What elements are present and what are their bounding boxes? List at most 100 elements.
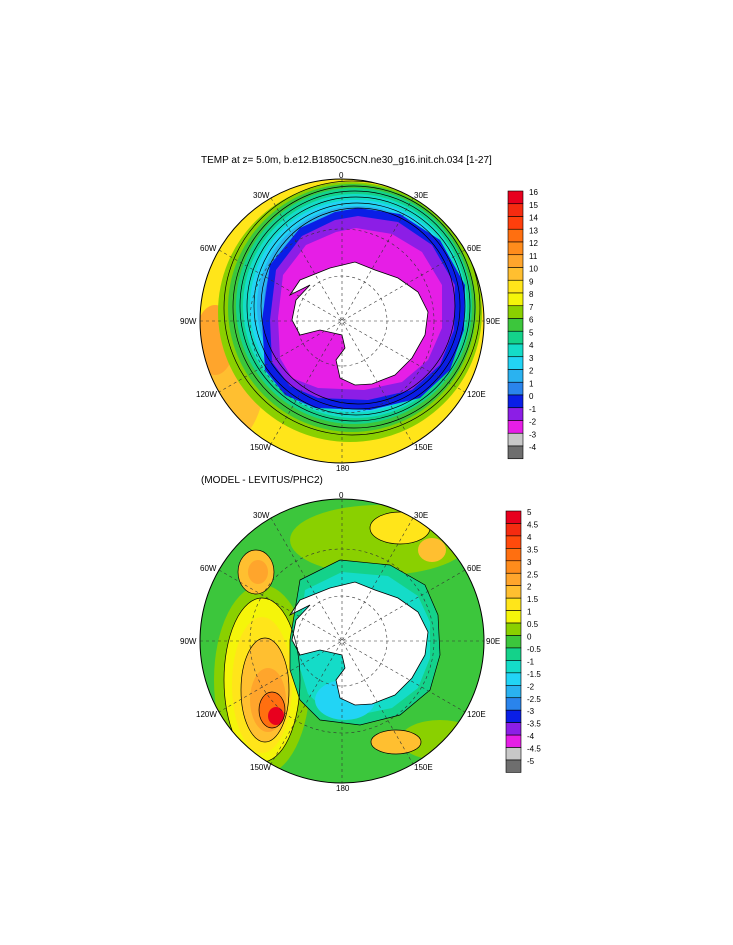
top-colorbar-swatch <box>507 407 524 421</box>
top-colorbar-swatch <box>507 292 524 307</box>
bottom-band-2-150e <box>371 730 421 754</box>
bottom-colorbar-swatch <box>505 585 522 599</box>
bottom-colorbar-tick-label: -1 <box>527 657 535 666</box>
bottom-lon-30e: 30E <box>414 511 428 520</box>
bottom-colorbar-swatch <box>505 548 522 562</box>
bottom-colorbar-tick-label: -3.5 <box>527 720 541 729</box>
top-colorbar-tick-label: 7 <box>529 303 534 312</box>
top-colorbar-swatch <box>507 432 524 447</box>
top-lon-120w: 120W <box>196 390 217 399</box>
bottom-colorbar-swatch <box>505 523 522 537</box>
top-lon-30e: 30E <box>414 191 428 200</box>
bottom-colorbar-swatch <box>505 622 522 636</box>
top-colorbar-tick-label: 0 <box>529 392 534 401</box>
top-colorbar-tick-label: 1 <box>529 379 534 388</box>
top-lon-150w: 150W <box>250 443 271 452</box>
bottom-colorbar-tick-label: -2 <box>527 682 535 691</box>
bottom-lon-30w: 30W <box>253 511 270 520</box>
top-contours <box>223 180 481 436</box>
top-colorbar-swatch <box>507 356 524 370</box>
bottom-lon-60e: 60E <box>467 564 481 573</box>
top-colorbar-swatch <box>507 279 524 294</box>
bottom-colorbar-tick-label: 2.5 <box>527 570 539 579</box>
top-lon-90e: 90E <box>486 317 500 326</box>
bottom-colorbar-tick-label: -0.5 <box>527 645 541 654</box>
top-colorbar-tick-label: 10 <box>529 265 538 274</box>
bottom-colorbar-tick-label: -4 <box>527 732 535 741</box>
bottom-lon-0: 0 <box>339 491 344 500</box>
top-colorbar-swatch <box>507 318 524 332</box>
bottom-colorbar-tick-label: -2.5 <box>527 695 541 704</box>
bottom-colorbar-tick-label: 0.5 <box>527 620 539 629</box>
bottom-colorbar-swatch <box>505 597 522 611</box>
top-colorbar-tick-label: 2 <box>529 367 534 376</box>
bottom-colorbar-swatch <box>505 759 522 773</box>
top-colorbar-swatch <box>507 420 524 434</box>
top-colorbar-swatch <box>507 369 524 383</box>
bottom-colorbar-swatch <box>505 635 522 649</box>
bottom-colorbar-tick-label: -4.5 <box>527 745 541 754</box>
bottom-antarctica <box>288 581 429 706</box>
top-colorbar-swatch <box>507 203 524 217</box>
top-colorbar-swatch <box>507 241 524 256</box>
top-colorbar-swatch <box>507 190 524 205</box>
top-lon-60w: 60W <box>200 244 217 253</box>
top-colorbar-tick-label: 11 <box>529 252 538 261</box>
top-colorbar-swatch <box>507 216 524 230</box>
top-lon-150e: 150E <box>414 443 433 452</box>
bottom-map-border <box>199 498 485 784</box>
bottom-contours <box>223 511 441 763</box>
top-colorbar-tick-label: 16 <box>529 188 538 197</box>
top-colorbar-swatch <box>507 394 524 409</box>
bottom-colorbar-swatch <box>505 709 522 723</box>
bottom-lon-150w: 150W <box>250 763 271 772</box>
bottom-colorbar-swatch <box>505 697 522 711</box>
top-colorbar-tick-label: 5 <box>529 328 534 337</box>
bottom-map-field <box>200 499 484 783</box>
top-colorbar-tick-label: 13 <box>529 226 538 235</box>
top-antarctica <box>288 261 429 386</box>
bottom-title: (MODEL - LEVITUS/PHC2) <box>201 475 323 486</box>
top-colorbar-swatch <box>507 228 524 243</box>
top-lon-labels: 0 30E 60E 90E 120E 150E 180 150W 120W 90… <box>180 171 500 473</box>
top-colorbar-tick-label: 8 <box>529 290 534 299</box>
bottom-colorbar-swatch <box>505 660 522 674</box>
bottom-colorbar-tick-label: -5 <box>527 757 535 766</box>
top-colorbar-swatch <box>507 381 524 396</box>
bottom-colorbar-swatch <box>505 535 522 549</box>
bottom-colorbar-swatch <box>505 747 522 761</box>
top-colorbar-swatch <box>507 254 524 268</box>
bottom-colorbar-tick-label: 5 <box>527 508 532 517</box>
bottom-colorbar-tick-label: 4 <box>527 533 532 542</box>
bottom-panel: (MODEL - LEVITUS/PHC2) <box>180 475 541 793</box>
bottom-lon-180: 180 <box>336 784 350 793</box>
top-lon-60e: 60E <box>467 244 481 253</box>
top-lon-180: 180 <box>336 464 350 473</box>
bottom-colorbar-swatch <box>505 510 522 524</box>
bottom-lon-120e: 120E <box>467 710 486 719</box>
bottom-colorbar-tick-label: 3 <box>527 558 532 567</box>
top-colorbar-swatch <box>507 445 524 460</box>
bottom-band-2-45e <box>418 538 446 562</box>
bottom-graticule <box>200 499 484 783</box>
top-colorbar-swatch <box>507 305 524 319</box>
top-colorbar-tick-label: 12 <box>529 239 538 248</box>
bottom-colorbar-swatch <box>505 560 522 574</box>
top-colorbar-tick-label: -4 <box>529 443 537 452</box>
bottom-colorbar-tick-label: -3 <box>527 707 535 716</box>
bottom-lon-60w: 60W <box>200 564 217 573</box>
bottom-colorbar-swatch <box>505 684 522 699</box>
top-colorbar-tick-label: -2 <box>529 418 537 427</box>
bottom-colorbar-swatch <box>505 647 522 661</box>
top-graticule <box>200 179 484 463</box>
bottom-colorbar-swatch <box>505 734 522 748</box>
top-lon-30w: 30W <box>253 191 270 200</box>
bottom-colorbar-swatch <box>505 610 522 624</box>
bottom-band-5 <box>268 707 284 725</box>
bottom-colorbar-tick-label: 0 <box>527 633 532 642</box>
top-lon-120e: 120E <box>467 390 486 399</box>
bottom-colorbar-swatch <box>505 572 522 586</box>
top-panel: TEMP at z= 5.0m, b.e12.B1850C5CN.ne30_g1… <box>180 155 538 473</box>
